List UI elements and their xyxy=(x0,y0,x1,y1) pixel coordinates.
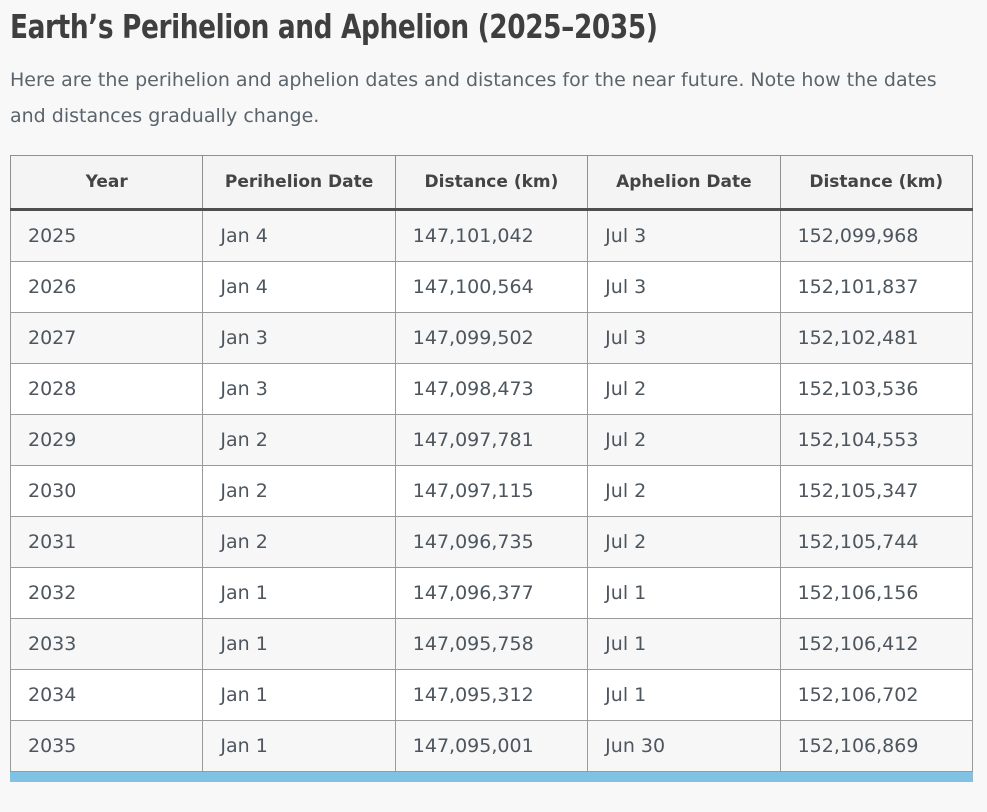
aphelion-distance-cell: 152,101,837 xyxy=(779,261,974,313)
perihelion-date-cell: Jan 2 xyxy=(202,414,396,466)
perihelion-date-cell: Jan 1 xyxy=(202,669,396,721)
table-head: Year Perihelion Date Distance (km) Aphelion… xyxy=(9,155,974,211)
perihelion-distance-cell: 147,097,115 xyxy=(394,465,589,517)
year-cell: 2034 xyxy=(9,669,204,721)
perihelion-distance-cell: 147,099,502 xyxy=(394,312,589,364)
perihelion-date-cell: Jan 4 xyxy=(202,209,396,262)
page-title-text: Earth’s Perihelion and Aphelion (2025–20… xyxy=(10,7,658,46)
perihelion-distance-cell: 147,096,377 xyxy=(394,567,589,619)
column-header-perihelion-distance: Distance (km) xyxy=(394,155,589,211)
table-row: 2025 Jan 4 147,101,042 Jul 3 152,099,968 xyxy=(9,209,974,262)
column-header-year: Year xyxy=(9,155,204,211)
aphelion-distance-cell: 152,104,553 xyxy=(779,414,974,466)
year-cell: 2035 xyxy=(9,720,204,772)
aphelion-date-cell: Jul 2 xyxy=(587,414,781,466)
table-row: 2026 Jan 4 147,100,564 Jul 3 152,101,837 xyxy=(9,261,974,313)
table-row: 2032 Jan 1 147,096,377 Jul 1 152,106,156 xyxy=(9,567,974,619)
table-row: 2027 Jan 3 147,099,502 Jul 3 152,102,481 xyxy=(9,312,974,364)
perihelion-aphelion-table: Year Perihelion Date Distance (km) Aphelion… xyxy=(9,155,974,772)
year-cell: 2033 xyxy=(9,618,204,670)
aphelion-date-cell: Jul 3 xyxy=(587,312,781,364)
aphelion-date-cell: Jun 30 xyxy=(587,720,781,772)
perihelion-distance-cell: 147,095,758 xyxy=(394,618,589,670)
table-horizontal-scrollbar[interactable] xyxy=(10,772,973,782)
page-title: Earth’s Perihelion and Aphelion (2025–20… xyxy=(10,8,977,46)
perihelion-date-cell: Jan 2 xyxy=(202,465,396,517)
perihelion-date-cell: Jan 1 xyxy=(202,618,396,670)
perihelion-date-cell: Jan 2 xyxy=(202,516,396,568)
aphelion-distance-cell: 152,106,869 xyxy=(779,720,974,772)
aphelion-distance-cell: 152,105,744 xyxy=(779,516,974,568)
column-header-aphelion-date: Aphelion Date xyxy=(587,155,781,211)
year-cell: 2031 xyxy=(9,516,204,568)
year-cell: 2027 xyxy=(9,312,204,364)
perihelion-distance-cell: 147,100,564 xyxy=(394,261,589,313)
aphelion-date-cell: Jul 1 xyxy=(587,669,781,721)
table-row: 2030 Jan 2 147,097,115 Jul 2 152,105,347 xyxy=(9,465,974,517)
aphelion-distance-cell: 152,099,968 xyxy=(779,209,974,262)
table-body: 2025 Jan 4 147,101,042 Jul 3 152,099,968 2026… xyxy=(9,209,974,772)
table-row: 2034 Jan 1 147,095,312 Jul 1 152,106,702 xyxy=(9,669,974,721)
table-row: 2035 Jan 1 147,095,001 Jun 30 152,106,869 xyxy=(9,720,974,772)
year-cell: 2029 xyxy=(9,414,204,466)
aphelion-date-cell: Jul 2 xyxy=(587,516,781,568)
perihelion-distance-cell: 147,098,473 xyxy=(394,363,589,415)
table-row: 2033 Jan 1 147,095,758 Jul 1 152,106,412 xyxy=(9,618,974,670)
aphelion-distance-cell: 152,106,702 xyxy=(779,669,974,721)
aphelion-distance-cell: 152,103,536 xyxy=(779,363,974,415)
aphelion-date-cell: Jul 1 xyxy=(587,618,781,670)
table-row: 2028 Jan 3 147,098,473 Jul 2 152,103,536 xyxy=(9,363,974,415)
aphelion-distance-cell: 152,106,156 xyxy=(779,567,974,619)
perihelion-date-cell: Jan 3 xyxy=(202,312,396,364)
year-cell: 2028 xyxy=(9,363,204,415)
year-cell: 2032 xyxy=(9,567,204,619)
perihelion-date-cell: Jan 1 xyxy=(202,720,396,772)
perihelion-distance-cell: 147,095,312 xyxy=(394,669,589,721)
table-row: 2029 Jan 2 147,097,781 Jul 2 152,104,553 xyxy=(9,414,974,466)
year-cell: 2025 xyxy=(9,209,204,262)
year-cell: 2026 xyxy=(9,261,204,313)
table-header-row: Year Perihelion Date Distance (km) Aphelion… xyxy=(9,155,974,211)
column-header-perihelion-date: Perihelion Date xyxy=(202,155,396,211)
perihelion-distance-cell: 147,097,781 xyxy=(394,414,589,466)
column-header-aphelion-distance: Distance (km) xyxy=(779,155,974,211)
aphelion-date-cell: Jul 2 xyxy=(587,363,781,415)
aphelion-date-cell: Jul 3 xyxy=(587,261,781,313)
perihelion-distance-cell: 147,095,001 xyxy=(394,720,589,772)
year-cell: 2030 xyxy=(9,465,204,517)
aphelion-distance-cell: 152,105,347 xyxy=(779,465,974,517)
perihelion-distance-cell: 147,096,735 xyxy=(394,516,589,568)
perihelion-distance-cell: 147,101,042 xyxy=(394,209,589,262)
aphelion-date-cell: Jul 1 xyxy=(587,567,781,619)
perihelion-date-cell: Jan 4 xyxy=(202,261,396,313)
perihelion-date-cell: Jan 1 xyxy=(202,567,396,619)
aphelion-distance-cell: 152,106,412 xyxy=(779,618,974,670)
intro-paragraph: Here are the perihelion and aphelion dat… xyxy=(10,69,937,127)
table-row: 2031 Jan 2 147,096,735 Jul 2 152,105,744 xyxy=(9,516,974,568)
aphelion-distance-cell: 152,102,481 xyxy=(779,312,974,364)
aphelion-date-cell: Jul 2 xyxy=(587,465,781,517)
aphelion-date-cell: Jul 3 xyxy=(587,209,781,262)
perihelion-date-cell: Jan 3 xyxy=(202,363,396,415)
